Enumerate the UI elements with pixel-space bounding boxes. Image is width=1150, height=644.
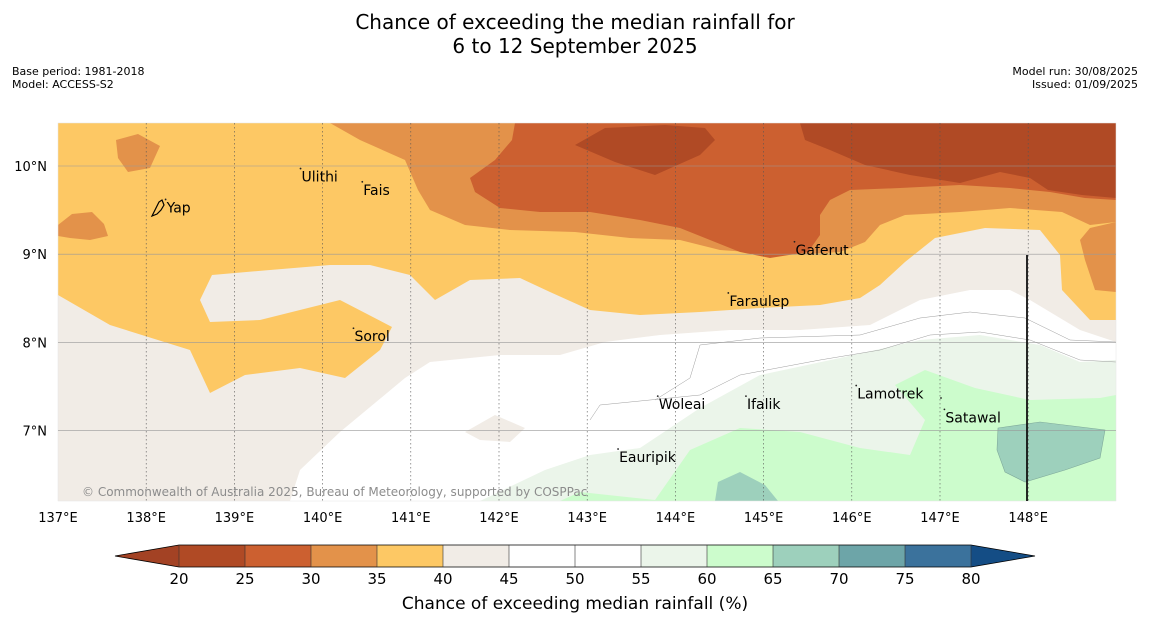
longitude-tick-label: 142°E: [479, 511, 519, 526]
place-label: Yap: [166, 200, 191, 216]
yap-island-outline: [150, 199, 165, 218]
colorbar-segment: [707, 545, 773, 567]
colorbar-segment: [179, 545, 245, 567]
colorbar-tick-label: 80: [961, 570, 980, 588]
contour-30-35-yap: [58, 212, 108, 240]
model-run-text: Model run: 30/08/2025: [1012, 65, 1138, 78]
colorbar-segment: [839, 545, 905, 567]
place-label: Eauripik: [619, 450, 677, 466]
longitude-tick-label: 146°E: [832, 511, 872, 526]
colorbar-tick-label: 40: [433, 570, 452, 588]
place-label: Ulithi: [302, 170, 338, 186]
island-dot: [940, 397, 942, 399]
place-label: Satawal: [945, 410, 1000, 426]
colorbar-segment: [377, 545, 443, 567]
place-marker: [299, 167, 302, 170]
contour-lines: [589, 311, 1116, 421]
longitude-tick-label: 143°E: [567, 511, 607, 526]
place-marker: [361, 180, 364, 183]
map-title-line1: Chance of exceeding the median rainfall …: [355, 10, 795, 34]
contour-60-65: [560, 370, 1116, 501]
place-marker: [943, 408, 946, 411]
longitude-tick-label: 148°E: [1008, 511, 1048, 526]
longitude-tick-label: 140°E: [303, 511, 343, 526]
colorbar-tick-label: 30: [301, 570, 320, 588]
colorbar-tick-label: 65: [763, 570, 782, 588]
longitude-tick-label: 138°E: [126, 511, 166, 526]
graticule: [58, 123, 1116, 501]
colorbar-title: Chance of exceeding median rainfall (%): [401, 594, 749, 614]
colorbar-tick-label: 50: [565, 570, 584, 588]
longitude-tick-label: 141°E: [391, 511, 431, 526]
colorbar-tick-label: 75: [895, 570, 914, 588]
colorbar-tick-label: 60: [697, 570, 716, 588]
place-label: Faraulep: [729, 294, 789, 310]
colorbar-tick-label: 25: [235, 570, 254, 588]
colorbar-tick-label: 70: [829, 570, 848, 588]
place-marker: [656, 395, 659, 398]
colorbar-segment: [773, 545, 839, 567]
latitude-tick-label: 10°N: [14, 160, 47, 175]
longitude-tick-label: 139°E: [215, 511, 255, 526]
colorbar-segment: [575, 545, 641, 567]
longitude-tick-label: 145°E: [744, 511, 784, 526]
base-info: Base period: 1981-2018 Model: ACCESS-S2: [12, 65, 144, 91]
colorbar-tick-label: 45: [499, 570, 518, 588]
place-label: Woleai: [659, 397, 706, 413]
longitude-tick-label: 137°E: [38, 511, 78, 526]
longitude-tick-label: 147°E: [920, 511, 960, 526]
latitude-tick-label: 9°N: [23, 248, 48, 263]
issued-text: Issued: 01/09/2025: [1031, 78, 1138, 91]
place-marker: [855, 384, 858, 387]
copyright-note: © Commonwealth of Australia 2025, Bureau…: [82, 485, 587, 499]
place-marker: [727, 292, 730, 294]
place-marker: [745, 395, 747, 398]
contour-40-45-island: [465, 415, 525, 442]
base-period-text: Base period: 1981-2018: [12, 65, 145, 78]
place-label: Gaferut: [795, 243, 849, 259]
colorbar-segment: [641, 545, 707, 567]
colorbar-segment: [905, 545, 971, 567]
colorbar-segment: [245, 545, 311, 567]
run-info: Model run: 30/08/2025 Issued: 01/09/2025: [1012, 65, 1138, 91]
place-label: Sorol: [354, 329, 389, 345]
colorbar: 20 25 30 35 40 45 50 55 60 65 70 75 80: [114, 544, 1036, 588]
contour-30-35-nw: [116, 134, 160, 172]
colorbar-segment: [311, 545, 377, 567]
contour-20-25: [575, 125, 715, 175]
rainfall-contours: [58, 123, 1116, 501]
place-labels: Yap Ulithi Fais Gaferut Faraulep Sorol Woleai I…: [164, 167, 1001, 466]
place-marker: [164, 198, 167, 201]
latitude-tick-label: 7°N: [23, 425, 48, 440]
place-marker: [617, 448, 619, 450]
colorbar-extend-high: [971, 545, 1035, 567]
place-label: Ifalik: [747, 397, 781, 413]
colorbar-tick-label: 35: [367, 570, 386, 588]
colorbar-segment: [509, 545, 575, 567]
contour-65-70-east: [996, 421, 1106, 483]
latitude-labels: 10°N 9°N 8°N 7°N: [14, 160, 47, 440]
map-title-line2: 6 to 12 September 2025: [452, 34, 698, 58]
colorbar-extend-low: [115, 545, 179, 567]
contour-65-70: [715, 472, 778, 501]
contour-20-25-ne: [800, 123, 1116, 198]
longitude-labels: 137°E 138°E 139°E 140°E 141°E 142°E 143°E 144°E…: [38, 511, 1048, 526]
place-label: Fais: [363, 183, 390, 199]
latitude-tick-label: 8°N: [23, 336, 48, 351]
colorbar-tick-label: 55: [631, 570, 650, 588]
colorbar-tick-label: 20: [169, 570, 188, 588]
contour-30-35-east: [1080, 222, 1116, 292]
longitude-tick-label: 144°E: [656, 511, 696, 526]
model-text: Model: ACCESS-S2: [12, 78, 114, 91]
place-marker: [352, 327, 355, 330]
place-marker: [793, 240, 796, 243]
place-label: Lamotrek: [857, 387, 924, 403]
colorbar-segment: [443, 545, 509, 567]
